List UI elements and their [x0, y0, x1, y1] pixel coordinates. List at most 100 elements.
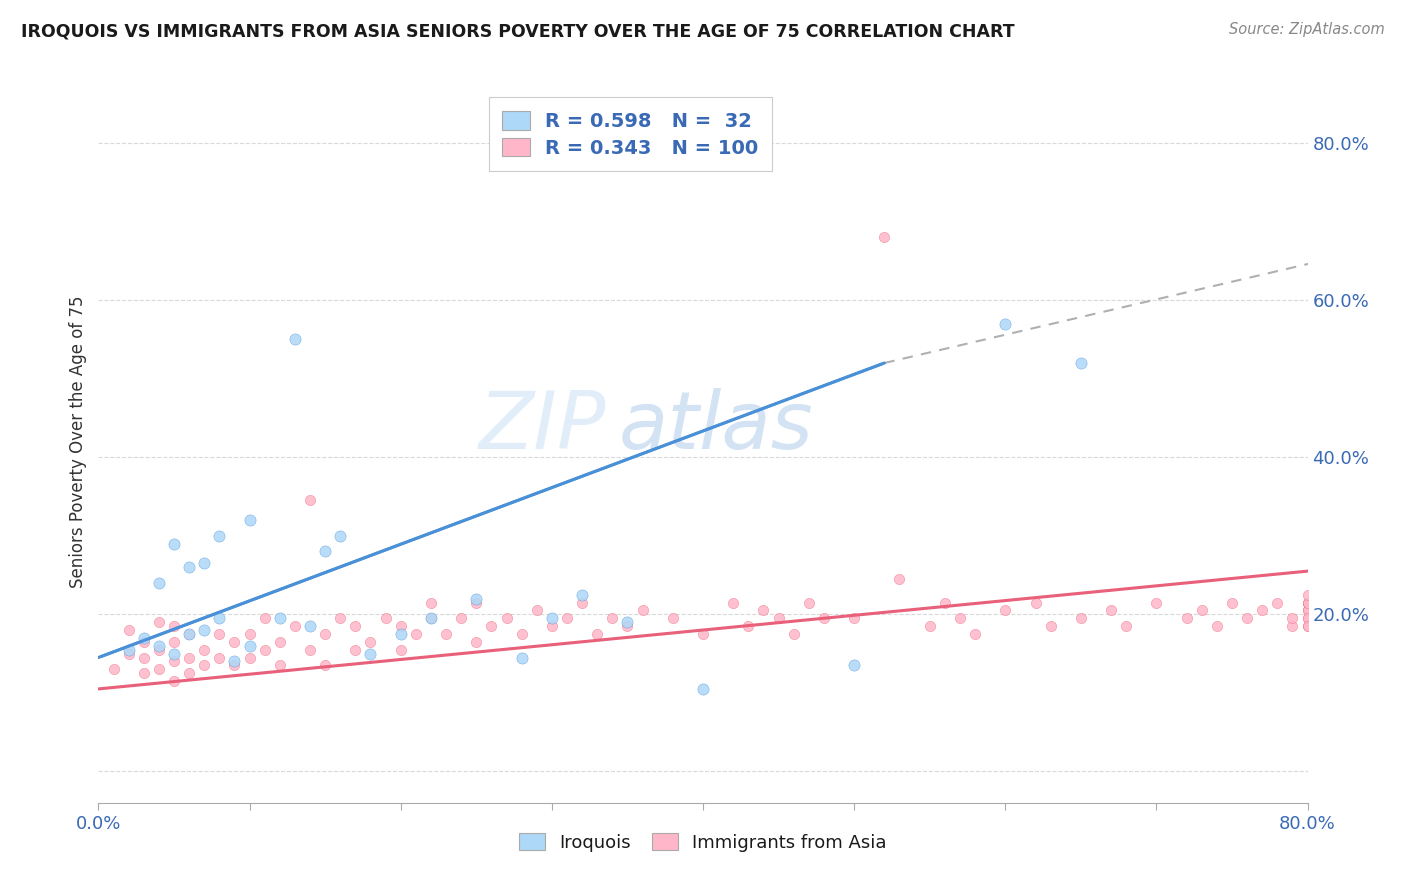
Point: [661, 611, 683, 625]
Point: [723, 595, 745, 609]
Point: [224, 658, 246, 673]
Point: [1296, 619, 1319, 633]
Point: [360, 635, 382, 649]
Point: [118, 647, 141, 661]
Point: [510, 650, 533, 665]
Point: [994, 603, 1017, 617]
Point: [889, 572, 911, 586]
Point: [163, 619, 186, 633]
Point: [179, 650, 201, 665]
Point: [692, 681, 714, 696]
Point: [1296, 603, 1319, 617]
Point: [1115, 619, 1137, 633]
Point: [299, 619, 322, 633]
Point: [239, 650, 262, 665]
Point: [148, 615, 170, 630]
Point: [1099, 603, 1122, 617]
Point: [344, 619, 367, 633]
Point: [420, 611, 443, 625]
Point: [239, 513, 262, 527]
Legend: Iroquois, Immigrants from Asia: Iroquois, Immigrants from Asia: [512, 826, 894, 859]
Point: [813, 611, 835, 625]
Point: [208, 611, 231, 625]
Point: [934, 595, 956, 609]
Point: [526, 603, 548, 617]
Point: [193, 623, 215, 637]
Point: [844, 611, 866, 625]
Point: [299, 493, 322, 508]
Point: [148, 642, 170, 657]
Point: [616, 619, 638, 633]
Point: [163, 536, 186, 550]
Point: [193, 642, 215, 657]
Point: [420, 611, 443, 625]
Point: [873, 230, 896, 244]
Point: [495, 611, 517, 625]
Point: [344, 642, 367, 657]
Point: [1281, 619, 1303, 633]
Point: [571, 588, 593, 602]
Point: [405, 627, 427, 641]
Point: [148, 662, 170, 676]
Point: [586, 627, 609, 641]
Point: [389, 627, 412, 641]
Point: [1024, 595, 1046, 609]
Point: [389, 642, 412, 657]
Point: [208, 627, 231, 641]
Point: [163, 647, 186, 661]
Point: [481, 619, 503, 633]
Point: [1296, 611, 1319, 625]
Point: [783, 627, 806, 641]
Point: [1206, 619, 1229, 633]
Point: [179, 666, 201, 681]
Point: [179, 627, 201, 641]
Point: [465, 635, 488, 649]
Point: [179, 560, 201, 574]
Point: [269, 658, 291, 673]
Point: [132, 631, 155, 645]
Point: [420, 595, 443, 609]
Point: [224, 635, 246, 649]
Point: [1070, 611, 1092, 625]
Point: [1236, 611, 1258, 625]
Point: [284, 619, 307, 633]
Point: [540, 619, 562, 633]
Point: [314, 544, 336, 558]
Point: [510, 627, 533, 641]
Point: [179, 627, 201, 641]
Point: [768, 611, 790, 625]
Text: Source: ZipAtlas.com: Source: ZipAtlas.com: [1229, 22, 1385, 37]
Point: [374, 611, 396, 625]
Point: [284, 333, 307, 347]
Point: [1191, 603, 1213, 617]
Point: [239, 639, 262, 653]
Point: [314, 627, 336, 641]
Point: [571, 595, 593, 609]
Point: [1175, 611, 1198, 625]
Point: [692, 627, 714, 641]
Point: [1039, 619, 1062, 633]
Point: [253, 611, 276, 625]
Point: [1296, 595, 1319, 609]
Point: [132, 666, 155, 681]
Point: [1251, 603, 1274, 617]
Point: [269, 611, 291, 625]
Text: atlas: atlas: [619, 388, 813, 467]
Point: [631, 603, 654, 617]
Point: [163, 655, 186, 669]
Point: [314, 658, 336, 673]
Point: [132, 635, 155, 649]
Point: [163, 674, 186, 689]
Point: [163, 635, 186, 649]
Point: [1296, 611, 1319, 625]
Point: [949, 611, 972, 625]
Point: [253, 642, 276, 657]
Point: [797, 595, 820, 609]
Point: [1296, 595, 1319, 609]
Point: [103, 662, 125, 676]
Text: IROQUOIS VS IMMIGRANTS FROM ASIA SENIORS POVERTY OVER THE AGE OF 75 CORRELATION : IROQUOIS VS IMMIGRANTS FROM ASIA SENIORS…: [21, 22, 1015, 40]
Point: [148, 575, 170, 590]
Point: [1296, 588, 1319, 602]
Point: [239, 627, 262, 641]
Point: [118, 623, 141, 637]
